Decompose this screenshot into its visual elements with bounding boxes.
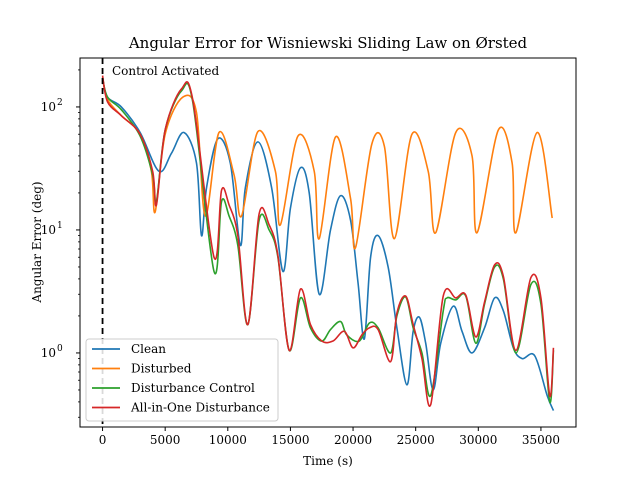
series-line-3 <box>101 75 555 408</box>
y-tick-label: 10 <box>41 100 56 114</box>
x-tick-label: 10000 <box>209 433 247 447</box>
y-tick-exponent: 0 <box>57 344 63 354</box>
x-tick-label: 20000 <box>334 433 372 447</box>
x-tick-label: 35000 <box>522 433 560 447</box>
legend-box <box>85 338 279 422</box>
legend-label-1: Disturbed <box>131 362 192 376</box>
control-activated-annotation: Control Activated <box>112 64 219 78</box>
y-axis-label: Angular Error (deg) <box>30 181 44 303</box>
legend-label-0: Clean <box>131 342 166 356</box>
legend-label-2: Disturbance Control <box>131 381 255 395</box>
legend: Clean Disturbed Disturbance Control All-in-… <box>85 338 279 422</box>
y-tick-label: 10 <box>41 223 56 237</box>
y-tick-exponent: 2 <box>57 98 63 108</box>
plot-frame <box>79 57 577 428</box>
series-line-0 <box>101 78 555 411</box>
y-tick-exponent: 1 <box>57 221 63 231</box>
x-tick-label: 15000 <box>271 433 309 447</box>
chart-title: Angular Error for Wisniewski Sliding Law… <box>128 34 528 52</box>
series-layer <box>101 75 555 411</box>
x-tick-label: 5000 <box>150 433 181 447</box>
x-tick-label: 30000 <box>459 433 497 447</box>
x-axis-label: Time (s) <box>303 454 353 468</box>
x-tick-label: 0 <box>99 433 107 447</box>
series-line-1 <box>101 76 553 250</box>
plot-area: Control Activated <box>79 57 577 428</box>
y-tick-label: 10 <box>41 346 56 360</box>
x-axis: 0 5000 10000 15000 20000 25000 30000 35000 <box>99 427 560 447</box>
legend-label-3: All-in-One Disturbance <box>130 401 270 415</box>
x-tick-label: 25000 <box>397 433 435 447</box>
